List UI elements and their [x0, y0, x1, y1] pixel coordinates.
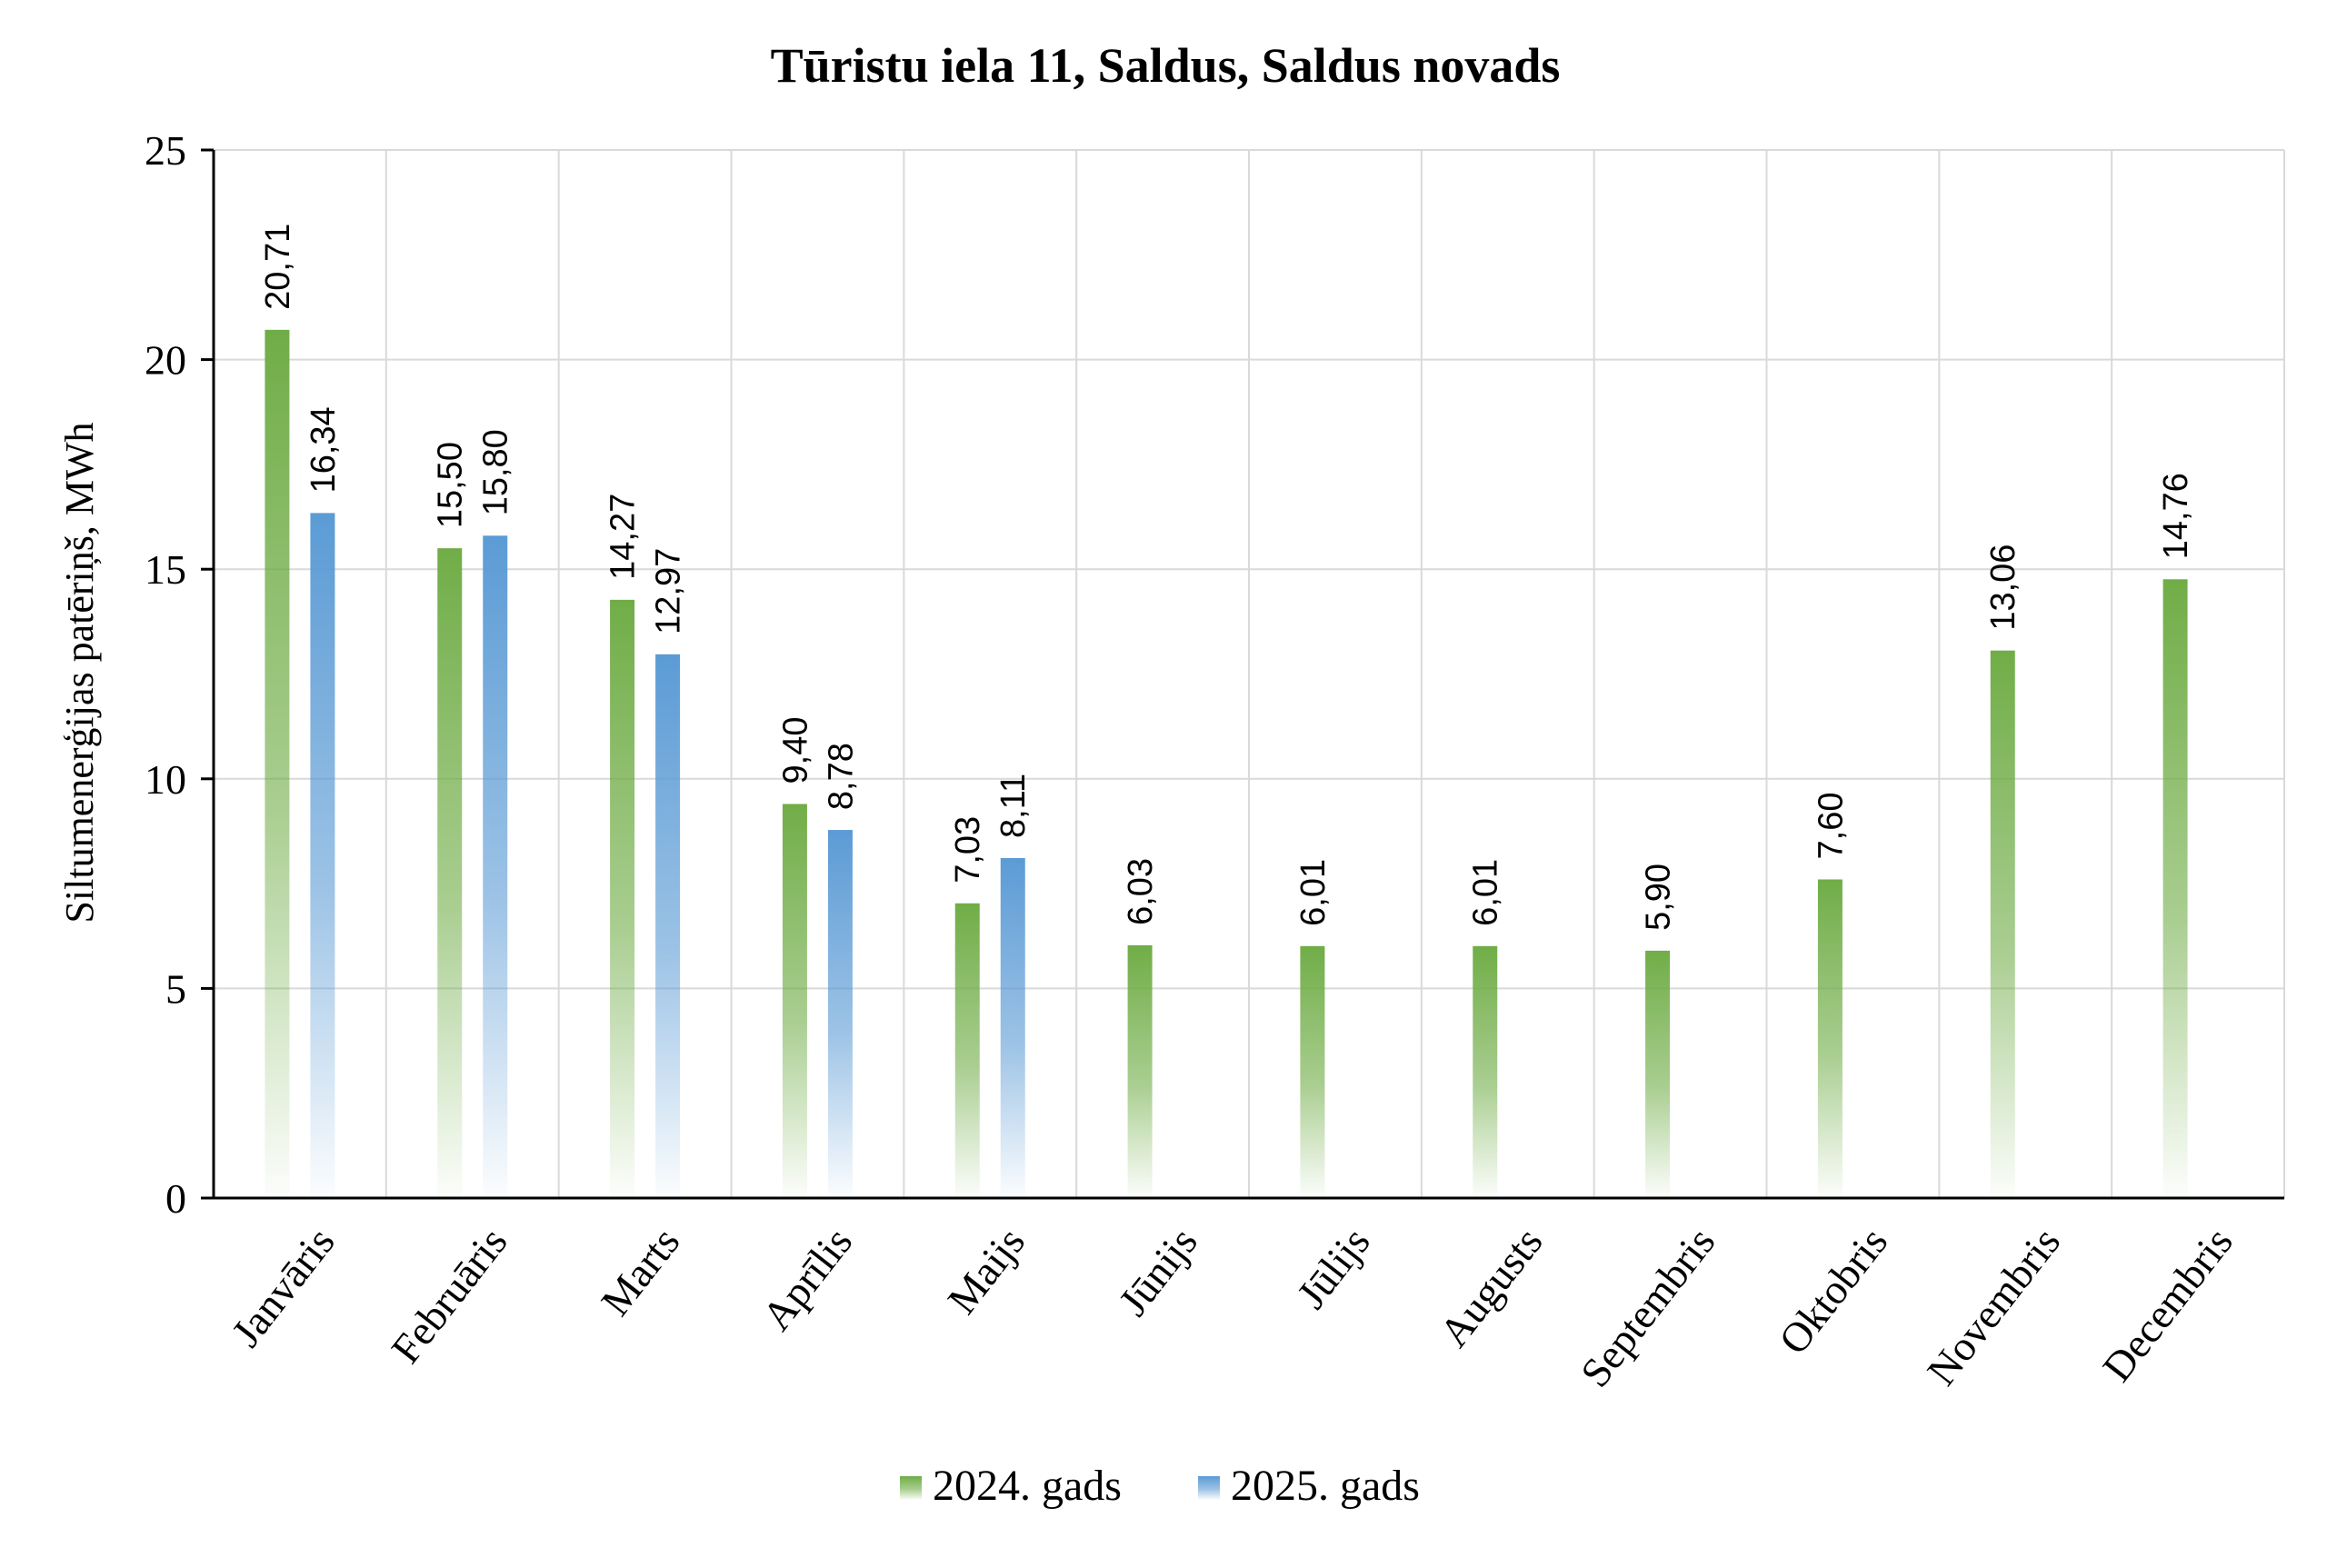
bar-2024-8 — [1645, 950, 1671, 1198]
data-label: 15,50 — [432, 442, 470, 528]
data-label: 6,01 — [1467, 859, 1505, 926]
legend-label: 2025. gads — [1231, 1462, 1420, 1510]
bar-2024-10 — [1990, 650, 2015, 1198]
x-tick-label: Marts — [592, 1219, 688, 1324]
x-tick-label: Aprīlis — [753, 1219, 861, 1339]
legend-swatch — [1198, 1476, 1220, 1500]
y-tick-label: 15 — [145, 546, 186, 593]
data-label: 6,03 — [1122, 858, 1160, 925]
data-label: 13,06 — [1984, 544, 2022, 631]
x-tick-label: Janvāris — [223, 1219, 344, 1355]
data-labels: 20,71 15,50 14,27 9,40 7,03 6,03 6,01 6,01 5,90 7… — [259, 224, 2195, 931]
bar-2024-5 — [1127, 944, 1153, 1198]
bar-2024-7 — [1473, 945, 1498, 1198]
y-tick-label: 20 — [145, 337, 186, 384]
data-label: 14,27 — [604, 494, 643, 580]
x-tick-label: Augusts — [1431, 1219, 1552, 1355]
x-tick-label: Maijs — [938, 1219, 1034, 1323]
bar-2025-2 — [655, 654, 681, 1198]
data-label: 5,90 — [1640, 864, 1678, 931]
bar-2024-11 — [2162, 579, 2188, 1198]
data-label: 15,80 — [477, 429, 515, 515]
x-tick-label: Jūnijs — [1110, 1219, 1206, 1324]
data-label: 8,78 — [822, 743, 860, 810]
bar-2024-3 — [782, 804, 807, 1198]
bar-2025-1 — [483, 535, 508, 1198]
x-tick-label: Septembris — [1572, 1219, 1724, 1396]
bar-2025-4 — [1000, 857, 1025, 1198]
data-label: 14,76 — [2157, 473, 2195, 559]
data-label: 7,60 — [1812, 793, 1850, 860]
legend: 2024. gads 2025. gads — [900, 1462, 1420, 1510]
data-label: 20,71 — [259, 224, 297, 310]
y-tick-label: 10 — [145, 756, 186, 803]
y-axis-label: Siltumenerģijas patēriņš, MWh — [57, 422, 102, 923]
legend-swatch — [900, 1476, 922, 1500]
legend-label: 2024. gads — [933, 1462, 1122, 1510]
x-tick-label: Februāris — [382, 1219, 515, 1372]
data-label: 7,03 — [949, 816, 987, 884]
data-label: 8,11 — [994, 774, 1033, 838]
bar-2024-9 — [1817, 879, 1843, 1198]
x-tick-label: Novembris — [1918, 1219, 2069, 1393]
data-label: 6,01 — [1294, 859, 1333, 926]
x-tick-label: Oktobris — [1770, 1219, 1896, 1363]
data-label: 9,40 — [776, 717, 814, 784]
x-tick-label: Jūlijs — [1288, 1219, 1379, 1317]
y-tick-label: 25 — [145, 127, 186, 174]
bar-2025-0 — [310, 513, 335, 1198]
bars — [265, 329, 2188, 1198]
grid-lines — [214, 149, 2285, 1198]
bar-2024-6 — [1300, 945, 1325, 1198]
chart-title: Tūristu iela 11, Saldus, Saldus novads — [771, 38, 1561, 93]
bar-2024-1 — [437, 548, 463, 1198]
bar-2024-0 — [265, 329, 290, 1198]
y-tick-label: 5 — [165, 965, 186, 1012]
x-tick-label: Decembris — [2093, 1219, 2242, 1390]
axes: 0 5 10 15 20 25 Janvāris Februāris Marts Aprīlis M… — [145, 127, 2284, 1395]
bar-2025-3 — [827, 830, 853, 1198]
bar-2024-4 — [954, 903, 980, 1198]
y-tick-label: 0 — [165, 1175, 186, 1222]
data-label: 12,97 — [650, 548, 688, 634]
data-label: 16,34 — [305, 406, 343, 493]
bar-2024-2 — [610, 599, 635, 1198]
